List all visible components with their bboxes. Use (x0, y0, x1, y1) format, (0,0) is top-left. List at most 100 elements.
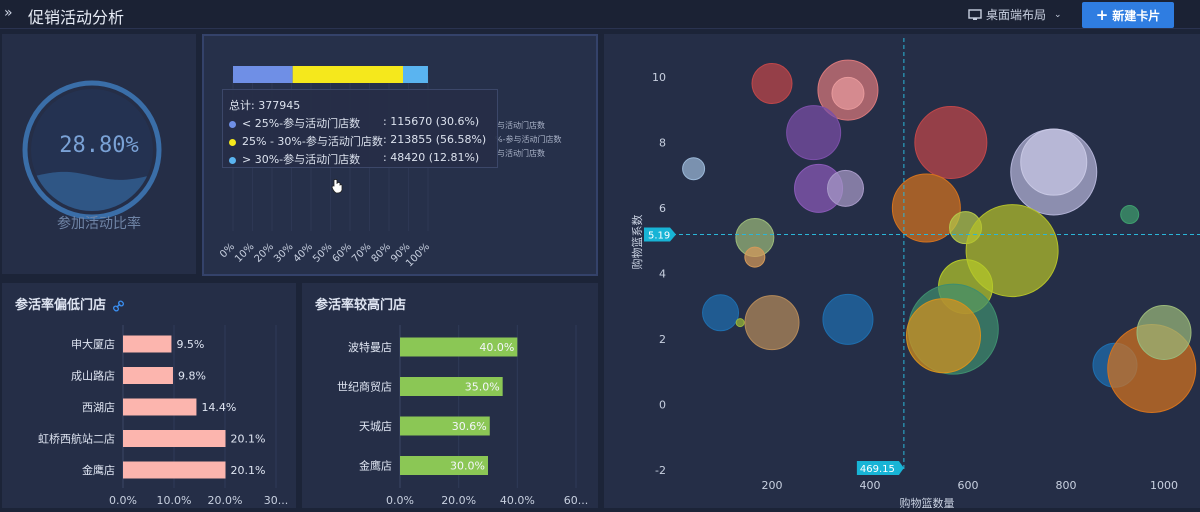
top-bar: » 促销活动分析 桌面端布局 ⌄ + 新建卡片 (0, 0, 1200, 29)
panel-title-text: 参活率偏低门店 (15, 298, 107, 313)
bubble (914, 106, 988, 179)
y-tick-label: 6 (659, 202, 666, 215)
bar-value-label: 20.1% (231, 433, 266, 446)
y-tick-label: 8 (659, 137, 666, 150)
tooltip: 总计: 377945 < 25%-参与活动门店数: 115670 (30.6%)… (222, 89, 498, 168)
x-tick-label: 20.0% (441, 494, 476, 507)
bubble-chart-panel: -2 0 2 4 6 8 10 200 400 600 800 1000 购物篮数量 购物篮系数 5.19 4… (604, 34, 1200, 510)
x-tick-label: 1000 (1150, 479, 1178, 492)
bar (123, 367, 173, 384)
stacked-bar-segment (403, 66, 428, 83)
tooltip-row-value: : 48420 (12.81%) (383, 151, 480, 164)
gauge-value: 28.80% (59, 133, 138, 158)
bubble (1120, 205, 1140, 225)
x-tick-label: 40% (292, 241, 316, 265)
x-tick-label: 30... (264, 494, 289, 507)
x-marker-label: 469.15 (860, 464, 895, 475)
bar (123, 461, 226, 479)
gauge-ring (22, 80, 162, 220)
link-icon[interactable] (112, 299, 125, 312)
y-tick-label: 4 (659, 268, 666, 281)
bubble (827, 169, 864, 207)
chevron-down-icon: ⌄ (1054, 9, 1062, 20)
bubble-chart: -2 0 2 4 6 8 10 200 400 600 800 1000 购物篮数量 购物篮系数 5.19 4… (630, 38, 1200, 510)
legend-fragment: 与活动门店数 (497, 149, 545, 158)
high-rate-panel: 参活率较高门店 0.0% 20.0% 40.0% 60... 波特曼店 40.0% 世纪商贸… (302, 283, 598, 508)
bar-value-label: 30.6% (452, 420, 487, 433)
new-card-label: 新建卡片 (1112, 8, 1161, 23)
y-tick-label: 10 (652, 71, 666, 84)
bubble (735, 318, 745, 328)
bar (400, 377, 503, 396)
x-tick-label: 400 (860, 479, 881, 492)
stacked-bar-segment (292, 66, 404, 83)
tooltip-row-label: 25% - 30%-参与活动门店数 (242, 135, 383, 148)
x-tick-label: 10% (233, 241, 257, 265)
gauge-wave (31, 171, 153, 211)
x-tick-label: 50% (311, 241, 335, 265)
legend-fragment: %-参与活动门店数 (495, 135, 562, 144)
high-rate-chart: 0.0% 20.0% 40.0% 60... 波特曼店 40.0% 世纪商贸店 35.0% 天城… (337, 325, 589, 507)
gauge-panel: 28.80% 参加活动比率 (2, 34, 196, 274)
low-rate-chart: 0.0% 10.0% 20.0% 30... 申大厦店 9.5% 成山路店 9.8% 西湖店 14… (38, 325, 289, 507)
bar-value-label: 9.5% (176, 338, 204, 351)
tooltip-row-value: : 115670 (30.6%) (383, 115, 480, 128)
category-label: 虹桥西航站二店 (38, 432, 115, 446)
legend-fragment: 与活动门店数 (497, 121, 545, 130)
tooltip-row-label: < 25%-参与活动门店数 (242, 117, 361, 130)
stacked-bar-panel: 0% 10% 20% 30% 40% 50% 60% 70% 80% 90% 100% 与活动门店数… (202, 34, 598, 276)
low-rate-panel: 参活率偏低门店 0.0% 10.0% 20.0% 30... 申大厦店 9.5% 成山路店 9… (2, 283, 296, 508)
bubble (682, 157, 706, 181)
bar-value-label: 14.4% (201, 401, 236, 414)
bubble (831, 76, 865, 110)
new-card-button[interactable]: + 新建卡片 (1082, 2, 1174, 28)
expand-icon[interactable]: » (4, 5, 13, 21)
bubble (906, 298, 981, 374)
x-tick-label: 80% (370, 241, 394, 265)
y-marker-label: 5.19 (648, 231, 670, 242)
layout-switch[interactable]: 桌面端布局 ⌄ (968, 6, 1062, 23)
category-label: 成山路店 (71, 369, 115, 383)
bar (123, 335, 172, 353)
cursor-icon (331, 179, 343, 194)
bubble (751, 63, 793, 105)
monitor-icon (968, 8, 982, 20)
tooltip-row: 25% - 30%-参与活动门店数: 213855 (56.58%) (229, 133, 486, 149)
bubble (744, 295, 800, 351)
tooltip-row: > 30%-参与活动门店数 : 48420 (12.81%) (229, 151, 479, 167)
category-label: 申大厦店 (71, 337, 115, 351)
bubble (702, 294, 740, 332)
bubble (1136, 304, 1192, 360)
y-axis-title: 购物篮系数 (630, 215, 644, 270)
tooltip-row-value: : 213855 (56.58%) (383, 133, 487, 146)
bubble (786, 105, 842, 161)
y-tick-label: 0 (659, 399, 666, 412)
category-label: 波特曼店 (348, 340, 392, 354)
x-axis-title: 购物篮数量 (900, 496, 955, 508)
x-tick-label: 40.0% (500, 494, 535, 507)
x-tick-label: 20% (253, 241, 277, 265)
bar-value-label: 35.0% (465, 381, 500, 394)
panel-title: 参活率较高门店 (315, 298, 407, 313)
bar-value-label: 30.0% (450, 460, 485, 473)
x-tick-label: 0.0% (109, 494, 137, 507)
category-label: 金鹰店 (82, 463, 115, 477)
y-tick-label: 2 (659, 333, 666, 346)
x-tick-label: 800 (1056, 479, 1077, 492)
bubble (891, 173, 961, 243)
x-tick-label: 0.0% (386, 494, 414, 507)
bar-value-label: 9.8% (178, 370, 206, 383)
tooltip-row-label: > 30%-参与活动门店数 (242, 153, 361, 166)
stacked-bar-segment (233, 66, 293, 83)
plus-icon: + (1095, 6, 1109, 24)
x-tick-label: 20.0% (208, 494, 243, 507)
x-tick-label: 30% (272, 241, 296, 265)
category-label: 金鹰店 (359, 459, 392, 473)
tooltip-row: < 25%-参与活动门店数 : 115670 (30.6%) (229, 115, 479, 131)
bar-value-label: 40.0% (479, 341, 514, 354)
x-tick-label: 10.0% (157, 494, 192, 507)
x-tick-label: 60% (331, 241, 355, 265)
x-tick-label: 200 (762, 479, 783, 492)
bar (123, 398, 197, 416)
x-tick-label: 60... (564, 494, 589, 507)
